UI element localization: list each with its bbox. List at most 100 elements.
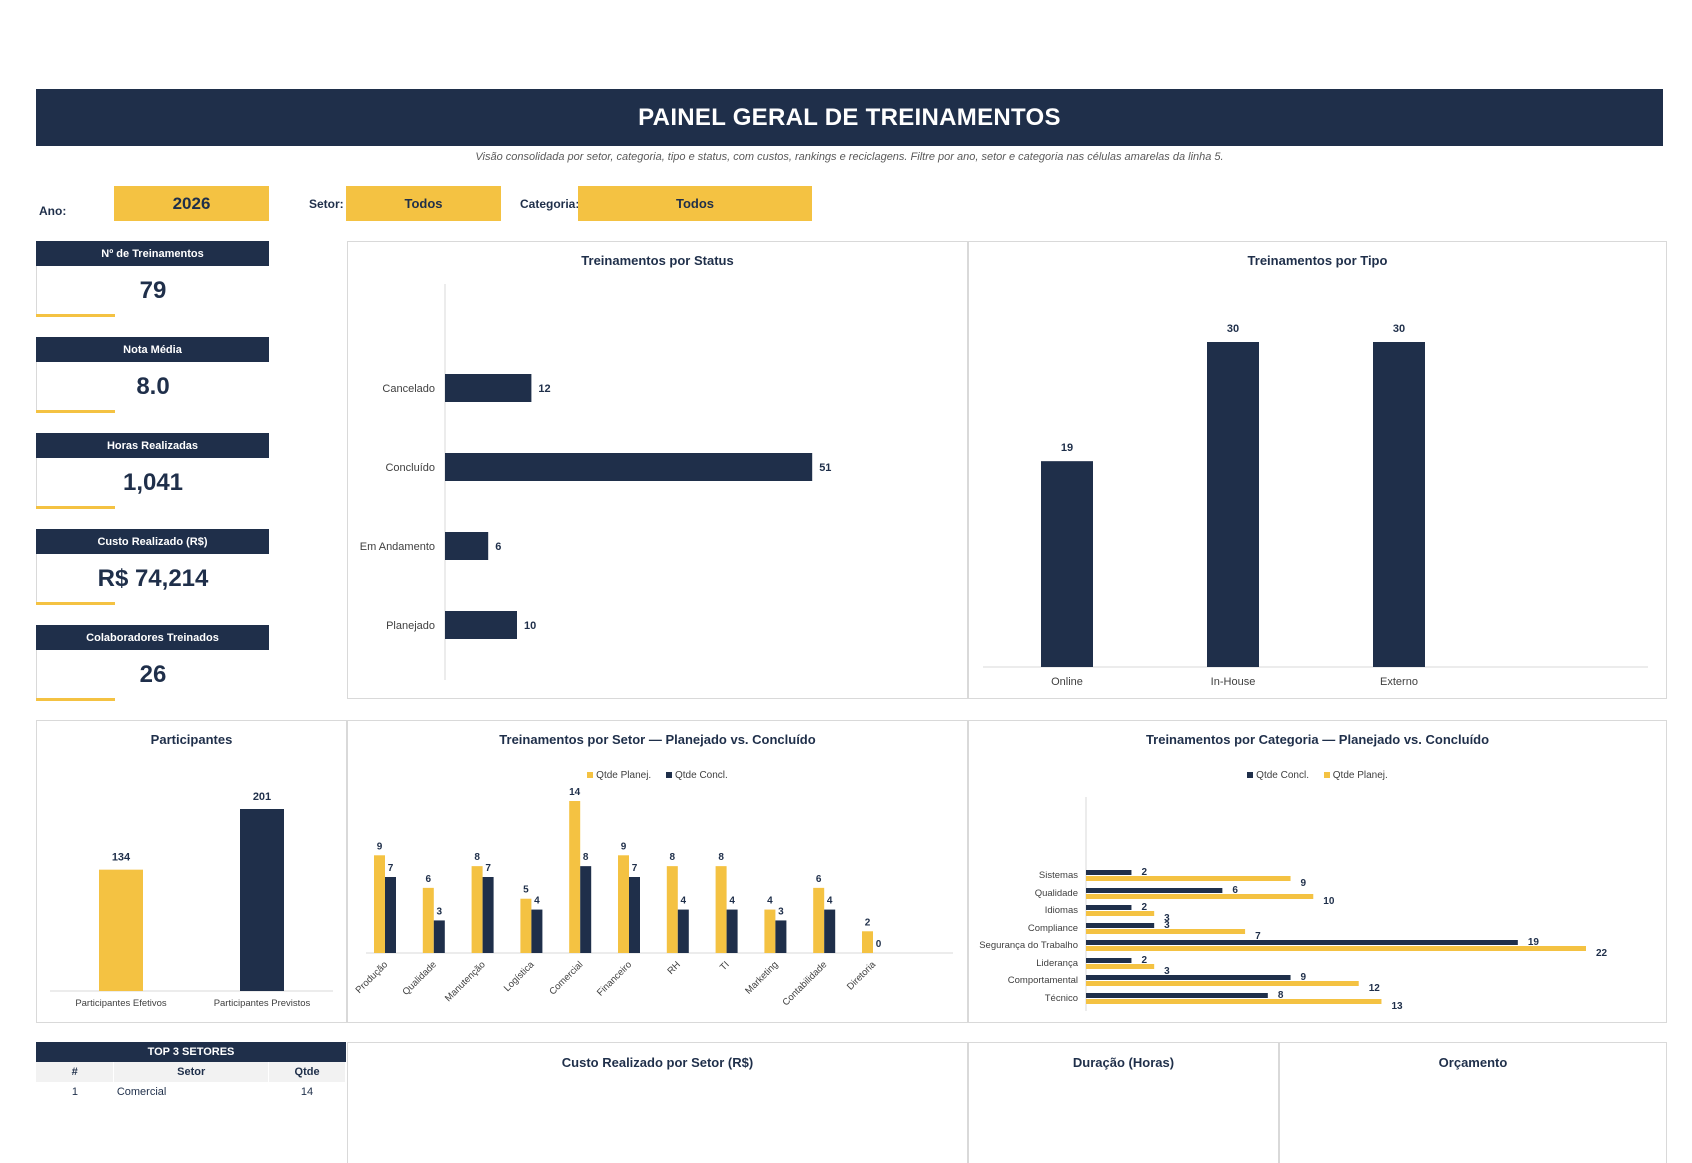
setor-chart-legend: Qtde Planej. Qtde Concl. <box>348 770 967 781</box>
data-label: 30 <box>1227 323 1239 335</box>
categoria-chart: 2 9 Sistemas 6 10 Qualidade 2 3 Idiomas 3 7 Complia… <box>979 797 1608 1012</box>
legend-swatch <box>666 772 672 779</box>
tick-label: Planejado <box>386 620 435 632</box>
data-label: 3 <box>778 906 784 917</box>
bar <box>1086 940 1518 945</box>
bar <box>374 855 385 953</box>
data-label: 9 <box>1301 878 1307 889</box>
data-label: 6 <box>816 874 822 885</box>
kpi-label: Nota Média <box>36 337 269 362</box>
bar <box>1086 993 1268 998</box>
tick-label: Manutenção <box>443 959 488 1004</box>
tick-label: Externo <box>1380 676 1418 688</box>
status-chart: Cancelado 12 Concluído 51 Em Andamento 6 Plane… <box>360 284 831 680</box>
data-label: 2 <box>1141 902 1147 913</box>
bar <box>629 877 640 953</box>
bar <box>1207 342 1259 667</box>
data-label: 10 <box>1323 896 1335 907</box>
bar <box>677 909 689 953</box>
tick-label: TI <box>718 959 732 973</box>
data-label: 13 <box>1391 1001 1403 1012</box>
data-label: 7 <box>632 863 638 874</box>
bar <box>824 909 836 953</box>
bar <box>99 869 143 991</box>
tick-label: Participantes Previstos <box>214 998 311 1009</box>
data-label: 8 <box>718 852 724 863</box>
kpi-value: R$ 74,214 <box>36 554 269 604</box>
custo-setor-title: Custo Realizado por Setor (R$) <box>561 1055 754 1070</box>
setor-filter[interactable]: Todos <box>346 186 501 221</box>
bar <box>482 877 494 953</box>
ano-filter[interactable]: 2026 <box>114 186 269 221</box>
data-label: 4 <box>729 896 735 907</box>
bar <box>1041 461 1093 667</box>
bar <box>1086 958 1132 963</box>
bar <box>764 909 776 953</box>
bar <box>1086 888 1223 893</box>
data-label: 19 <box>1528 937 1540 948</box>
kpi-underline <box>36 314 115 317</box>
bar <box>1086 981 1359 986</box>
bar <box>618 855 629 953</box>
data-label: 4 <box>827 896 833 907</box>
column-header: # <box>36 1062 115 1082</box>
kpi-value: 26 <box>36 650 269 700</box>
data-label: 51 <box>819 462 831 474</box>
tick-label: Comportamental <box>1008 975 1078 986</box>
bar <box>1086 964 1155 969</box>
bar <box>1086 929 1246 934</box>
kpi-underline <box>36 698 115 701</box>
kpi-label: Custo Realizado (R$) <box>36 529 269 554</box>
kpi-underline <box>36 602 115 605</box>
tick-label: Logística <box>502 959 537 994</box>
bar <box>520 898 532 953</box>
tick-label: Sistemas <box>1039 870 1078 881</box>
data-label: 6 <box>426 874 432 885</box>
bar <box>422 887 434 953</box>
tick-label: In-House <box>1211 676 1256 688</box>
tick-label: Financeiro <box>595 959 634 998</box>
column-header: Setor <box>113 1062 270 1082</box>
bar <box>1086 905 1132 910</box>
legend-label: Qtde Concl. <box>675 770 728 781</box>
data-label: 8 <box>1278 990 1284 1001</box>
categoria-chart-legend: Qtde Concl. Qtde Planej. <box>969 770 1666 781</box>
tick-label: Produção <box>354 959 391 996</box>
legend-item: Qtde Planej. <box>1323 770 1388 781</box>
data-label: 3 <box>1164 920 1170 931</box>
rank-cell: 1 <box>71 1086 78 1098</box>
data-label: 4 <box>534 896 540 907</box>
tick-label: Segurança do Trabalho <box>979 940 1078 951</box>
data-label: 7 <box>485 863 491 874</box>
kpi-underline <box>36 506 115 509</box>
data-label: 8 <box>670 852 676 863</box>
kpi-label: Horas Realizadas <box>36 433 269 458</box>
data-label: 3 <box>1164 913 1170 924</box>
bar <box>775 920 787 953</box>
legend-swatch <box>1323 772 1330 779</box>
bar <box>726 909 738 953</box>
data-label: 8 <box>583 852 589 863</box>
data-label: 7 <box>388 863 394 874</box>
bar <box>385 877 396 953</box>
tick-label: Participantes Efetivos <box>75 998 167 1009</box>
tick-label: Diretoria <box>845 959 879 993</box>
kpi-label: Nº de Treinamentos <box>36 241 269 266</box>
dashboard-title: PAINEL GERAL DE TREINAMENTOS <box>36 89 1663 146</box>
bar <box>580 866 592 953</box>
data-label: 12 <box>538 383 550 395</box>
data-label: 12 <box>1369 983 1381 994</box>
kpi-value: 1,041 <box>36 458 269 508</box>
setor-chart-title: Treinamentos por Setor — Planejado vs. C… <box>499 732 816 747</box>
categoria-chart-panel: Treinamentos por Categoria — Planejado v… <box>968 720 1667 1023</box>
legend-item: Qtde Concl. <box>666 770 728 781</box>
tick-label: Idiomas <box>1045 905 1079 916</box>
participantes-chart: 134 Participantes Efetivos 201 Participante… <box>50 791 333 1009</box>
categoria-filter[interactable]: Todos <box>578 186 812 221</box>
data-label: 3 <box>437 906 443 917</box>
kpi-value: 79 <box>36 266 269 316</box>
legend-label: Qtde Planej. <box>596 770 652 781</box>
bar <box>1086 911 1155 916</box>
bar <box>445 374 532 402</box>
column-header: Qtde <box>268 1062 346 1082</box>
